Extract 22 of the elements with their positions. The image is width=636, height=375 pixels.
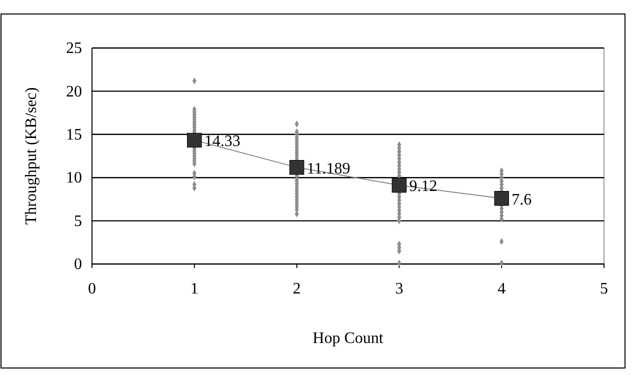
- y-tick-label: 5: [74, 212, 82, 230]
- data-label: 9.12: [409, 178, 438, 196]
- point: [494, 190, 509, 206]
- y-tick-label: 25: [66, 40, 82, 58]
- x-tick-label: 1: [190, 280, 198, 298]
- point: [392, 178, 407, 193]
- x-tick-label: 5: [600, 280, 608, 298]
- x-tick-label: 2: [292, 280, 301, 298]
- data-label: 14.33: [204, 133, 240, 150]
- point: [187, 132, 202, 148]
- data-label: 7.6: [512, 191, 532, 208]
- y-tick-label: 15: [66, 126, 82, 144]
- x-tick-label: 0: [88, 280, 96, 298]
- data-label: 11.189: [306, 160, 350, 178]
- y-tick-label: 0: [74, 256, 82, 274]
- x-axis-title: Hop Count: [312, 330, 384, 347]
- x-tick-label: 4: [498, 280, 506, 298]
- y-tick-label: 20: [66, 83, 82, 100]
- point: [289, 160, 304, 175]
- y-axis-title: Throughput (KB/sec): [23, 87, 40, 225]
- x-tick-label: 3: [395, 280, 404, 298]
- y-tick-label: 10: [66, 170, 82, 187]
